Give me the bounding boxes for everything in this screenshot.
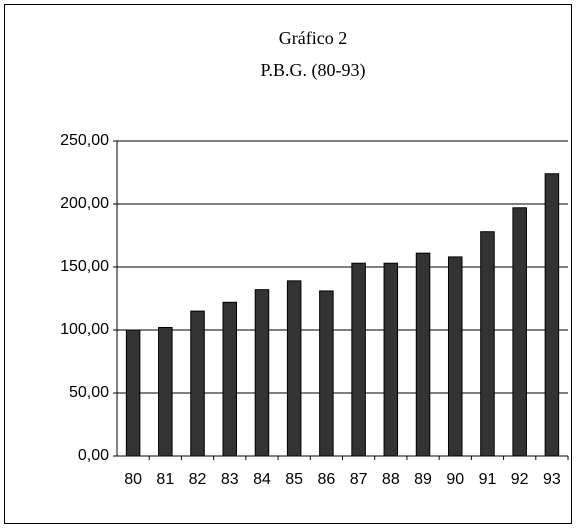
y-tick-label: 250,00 [60, 132, 109, 149]
bar [544, 173, 560, 457]
bar [158, 326, 173, 457]
bar [447, 256, 463, 457]
x-tick-label: 82 [189, 471, 207, 488]
bar [125, 329, 141, 457]
bar [286, 280, 302, 457]
bar [254, 289, 270, 457]
x-tick-label: 93 [543, 471, 561, 488]
bar [222, 301, 238, 457]
y-tick-label: 150,00 [60, 258, 109, 275]
x-tick-label: 83 [221, 471, 239, 488]
bar [383, 262, 399, 457]
x-tick-label: 92 [511, 471, 529, 488]
x-tick-label: 88 [382, 471, 400, 488]
x-tick-label: 86 [317, 471, 335, 488]
y-tick-label: 0,00 [78, 447, 109, 464]
x-tick-label: 84 [253, 471, 271, 488]
bar [415, 252, 431, 457]
x-tick-label: 80 [124, 471, 142, 488]
x-tick-label: 81 [156, 471, 174, 488]
y-tick-label: 200,00 [60, 195, 109, 212]
x-tick-label: 85 [285, 471, 303, 488]
x-tick-label: 91 [479, 471, 497, 488]
bar [190, 310, 205, 457]
x-tick-label: 87 [350, 471, 368, 488]
bar [480, 231, 495, 457]
chart-title: Gráfico 2 [279, 28, 347, 48]
bar [512, 207, 527, 457]
x-tick-label: 89 [414, 471, 432, 488]
bar [351, 262, 366, 457]
chart-subtitle: P.B.G. (80-93) [260, 60, 365, 81]
bar [319, 290, 334, 457]
x-tick-label: 90 [446, 471, 464, 488]
y-tick-label: 50,00 [69, 384, 109, 401]
y-tick-label: 100,00 [60, 321, 109, 338]
